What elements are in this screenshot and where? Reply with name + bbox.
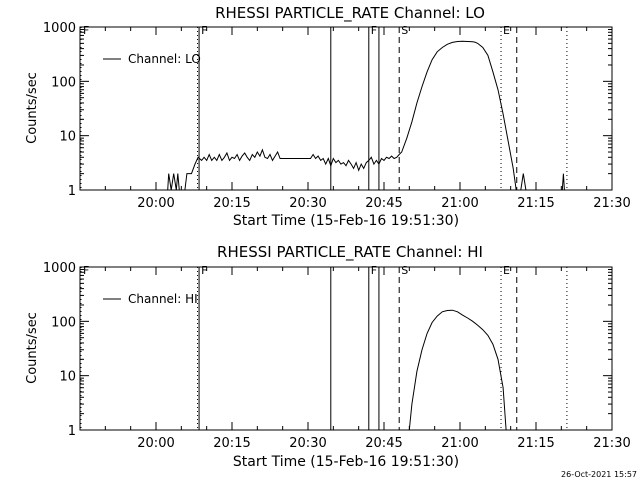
x-tick-label: 21:00: [441, 196, 478, 211]
y-tick-label: 1000: [43, 21, 76, 36]
x-axis-label: Start Time (15-Feb-16 19:51:30): [233, 454, 459, 470]
series-line: [167, 40, 565, 191]
y-tick-label: 1: [68, 424, 76, 439]
x-tick-label: 21:30: [593, 436, 630, 451]
event-marker-label: S: [401, 264, 408, 277]
plot-area: 1 10 100 1000 20:00 20:15 20:30 20:45 21:00 21:15…: [43, 21, 631, 211]
x-tick-label: 20:00: [137, 196, 174, 211]
x-axis-label: Start Time (15-Feb-16 19:51:30): [233, 213, 459, 229]
x-tick-label: 20:00: [137, 436, 174, 451]
y-axis-label: Counts/sec: [25, 72, 40, 144]
y-axis-label: Counts/sec: [25, 312, 40, 384]
x-tick-label: 20:45: [365, 436, 402, 451]
chart-title: RHESSI PARTICLE_RATE Channel: HI: [217, 243, 483, 262]
chart-lo: RHESSI PARTICLE_RATE Channel: LO Counts/…: [25, 4, 631, 229]
event-marker-label: F: [201, 24, 207, 37]
chart-hi: RHESSI PARTICLE_RATE Channel: HI Counts/…: [25, 243, 631, 470]
chart-title: RHESSI PARTICLE_RATE Channel: LO: [215, 4, 485, 23]
event-marker-label: F: [201, 264, 207, 277]
event-marker-label: F: [83, 24, 89, 37]
event-marker-label: E: [503, 264, 510, 277]
y-tick-label: 1: [68, 184, 76, 199]
x-tick-label: 21:30: [593, 196, 630, 211]
event-marker-label: F: [371, 24, 377, 37]
y-tick-label: 100: [51, 315, 76, 330]
event-marker-label: S: [401, 24, 408, 37]
legend-label: Channel: LO: [128, 52, 201, 66]
plot-area: 1 10 100 1000 20:00 20:15 20:30 20:45 21:00 21:15…: [43, 261, 631, 451]
event-marker-label: E: [503, 24, 510, 37]
axes-frame: [79, 26, 613, 191]
y-tick-label: 10: [59, 130, 76, 145]
x-tick-label: 21:00: [441, 436, 478, 451]
x-tick-label: 20:15: [213, 436, 250, 451]
y-tick-label: 1000: [43, 261, 76, 276]
x-tick-label: 20:45: [365, 196, 402, 211]
x-tick-label: 21:15: [517, 196, 554, 211]
y-tick-label: 10: [59, 370, 76, 385]
x-tick-label: 21:15: [517, 436, 554, 451]
x-tick-label: 20:30: [289, 436, 326, 451]
legend-label: Channel: HI: [128, 292, 198, 306]
event-marker-label: F: [371, 264, 377, 277]
axes-frame: [79, 266, 613, 431]
series-line: [408, 309, 507, 431]
x-tick-label: 20:30: [289, 196, 326, 211]
y-tick-label: 100: [51, 75, 76, 90]
event-marker-label: F: [83, 264, 89, 277]
footer-stamp: 26-Oct-2021 15:57: [561, 470, 637, 479]
x-tick-label: 20:15: [213, 196, 250, 211]
